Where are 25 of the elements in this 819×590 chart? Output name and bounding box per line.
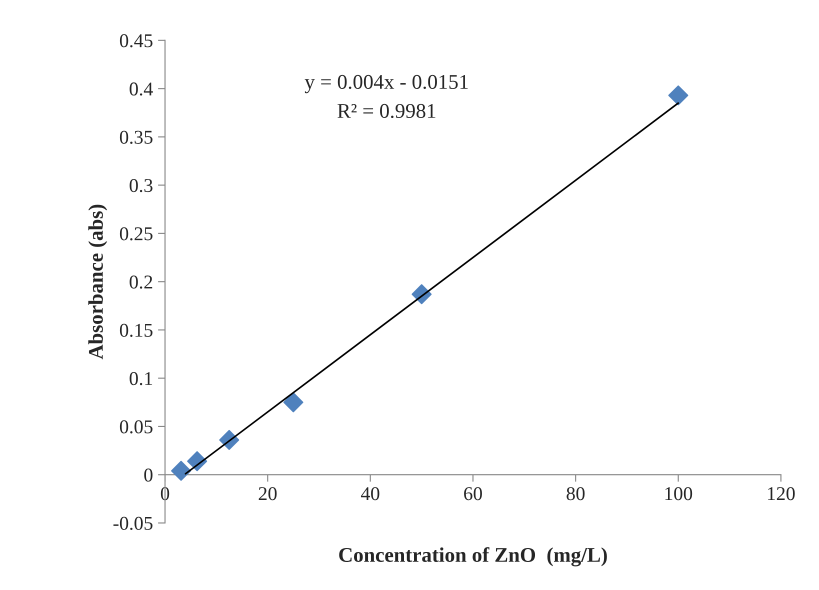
y-tick-label: 0: [144, 468, 152, 482]
y-tick-label: 0.05: [120, 420, 152, 434]
y-tick-label: -0.05: [113, 516, 152, 530]
x-tick-label: 80: [566, 487, 585, 500]
y-tick-label: 0.3: [130, 178, 152, 192]
x-tick-label: 0: [160, 487, 170, 500]
y-tick-label: 0.1: [130, 372, 152, 386]
x-tick-label: 60: [464, 487, 482, 500]
y-tick-label: 0.45: [120, 34, 152, 48]
x-tick-label: 100: [665, 487, 692, 500]
x-tick-label: 120: [768, 487, 795, 500]
y-tick-label: 0.25: [120, 227, 152, 240]
annotation: R² = 0.9981: [338, 104, 436, 118]
point: [283, 392, 304, 412]
point: [668, 85, 688, 106]
x-axis-title: Concentration of ZnO (mg/L): [339, 547, 607, 566]
x-tick-label: 40: [360, 487, 380, 500]
annotation: y = 0.004x - 0.0151: [304, 74, 468, 94]
y-tick-label: 0.4: [130, 82, 153, 96]
point: [171, 460, 192, 481]
y-tick-label: 0.35: [120, 130, 152, 144]
x-tick-label: 20: [258, 487, 277, 500]
y-tick-label: 0.15: [120, 324, 152, 337]
y-axis-title: Absorbance (abs): [88, 204, 108, 360]
y-tick-label: 0.2: [130, 275, 152, 289]
